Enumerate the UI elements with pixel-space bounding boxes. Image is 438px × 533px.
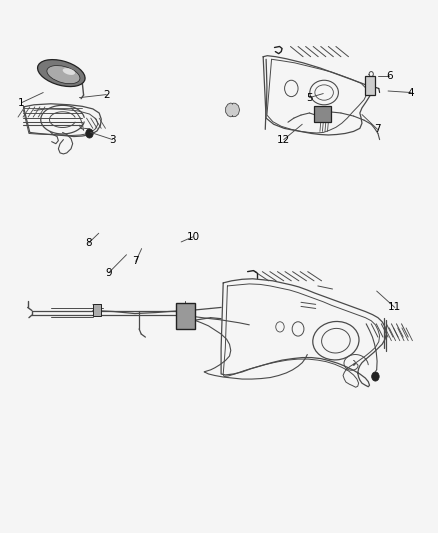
Text: 6: 6 — [386, 71, 392, 81]
Bar — [365, 76, 375, 94]
Bar — [176, 303, 194, 329]
Text: 12: 12 — [277, 135, 290, 144]
Text: 11: 11 — [388, 302, 401, 312]
Text: 2: 2 — [103, 90, 110, 100]
Text: 4: 4 — [408, 87, 414, 98]
Circle shape — [86, 129, 93, 138]
Text: 3: 3 — [110, 135, 116, 144]
Text: 10: 10 — [186, 232, 199, 242]
Text: 8: 8 — [85, 238, 92, 248]
Ellipse shape — [38, 60, 85, 86]
Bar — [93, 304, 101, 316]
Circle shape — [371, 372, 379, 381]
Text: 7: 7 — [132, 256, 139, 266]
Text: 7: 7 — [374, 124, 381, 134]
Text: 5: 5 — [306, 93, 313, 103]
Polygon shape — [226, 103, 240, 117]
Text: 1: 1 — [18, 98, 25, 108]
Bar — [314, 106, 331, 122]
Text: 9: 9 — [106, 268, 112, 278]
Ellipse shape — [47, 66, 80, 84]
Ellipse shape — [63, 68, 75, 75]
